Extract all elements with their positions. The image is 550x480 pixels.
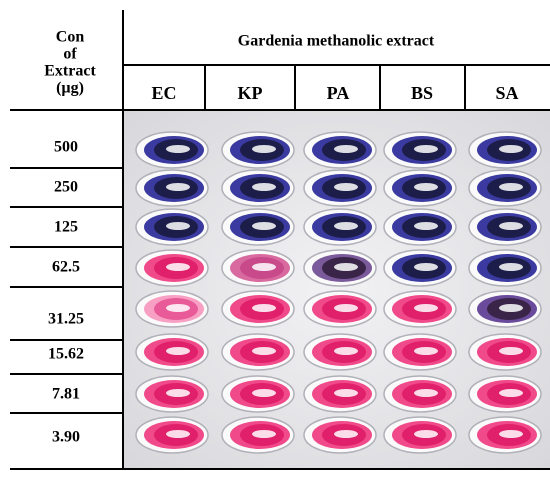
group-title: Gardenia methanolic extract: [238, 33, 435, 50]
concentration-label: 31.25: [48, 311, 84, 328]
well-glare: [414, 145, 438, 153]
concentration-label: 250: [54, 179, 78, 196]
well-glare: [252, 347, 276, 355]
well-glare: [499, 347, 523, 355]
well-glare: [414, 430, 438, 438]
well-glare: [334, 183, 358, 191]
well-glare: [252, 222, 276, 230]
table-lines: [10, 10, 550, 470]
concentration-label: 500: [54, 139, 78, 156]
well-glare: [166, 389, 190, 397]
well-glare: [252, 389, 276, 397]
well-glare: [334, 222, 358, 230]
column-title: (µg): [56, 80, 84, 97]
well-glare: [166, 347, 190, 355]
wells: [135, 131, 542, 454]
concentration-label: 7.81: [52, 386, 80, 403]
well-glare: [252, 263, 276, 271]
organism-label: PA: [327, 83, 350, 103]
well-glare: [414, 263, 438, 271]
well-glare: [499, 183, 523, 191]
well-glare: [499, 222, 523, 230]
concentration-label: 62.5: [52, 259, 80, 276]
concentration-label: 3.90: [52, 429, 80, 446]
well-glare: [252, 430, 276, 438]
well-glare: [334, 304, 358, 312]
well-glare: [414, 304, 438, 312]
well-glare: [252, 304, 276, 312]
well-glare: [499, 389, 523, 397]
column-title: of: [63, 46, 77, 63]
organism-label: EC: [151, 83, 176, 103]
well-glare: [499, 263, 523, 271]
well-glare: [334, 389, 358, 397]
well-glare: [252, 183, 276, 191]
well-glare: [252, 145, 276, 153]
organism-label: BS: [411, 83, 433, 103]
well-glare: [414, 183, 438, 191]
well-glare: [414, 222, 438, 230]
well-glare: [499, 430, 523, 438]
well-glare: [334, 145, 358, 153]
organism-label: KP: [238, 83, 263, 103]
column-title: Con: [56, 29, 85, 46]
well-glare: [166, 304, 190, 312]
well-glare: [166, 183, 190, 191]
column-title: Extract: [44, 63, 96, 80]
concentration-label: 15.62: [48, 346, 84, 363]
well-glare: [414, 389, 438, 397]
well-glare: [334, 430, 358, 438]
well-glare: [499, 145, 523, 153]
well-glare: [166, 222, 190, 230]
well-glare: [166, 263, 190, 271]
well-glare: [499, 304, 523, 312]
well-glare: [166, 430, 190, 438]
well-glare: [334, 263, 358, 271]
well-glare: [166, 145, 190, 153]
well-glare: [414, 347, 438, 355]
organism-label: SA: [495, 83, 518, 103]
well-glare: [334, 347, 358, 355]
concentration-label: 125: [54, 219, 78, 236]
